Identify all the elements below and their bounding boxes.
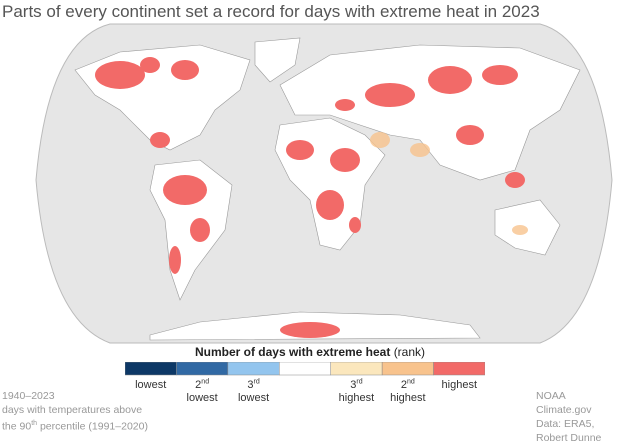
legend-word: lowest bbox=[186, 392, 218, 404]
rank-number: 2 bbox=[195, 379, 202, 391]
rank-suffix: nd bbox=[201, 378, 210, 386]
footnote-line: the 90th percentile (1991–2020) bbox=[2, 417, 148, 434]
footnote-text: the 90 bbox=[2, 420, 32, 433]
credit-line: Robert Dunne bbox=[536, 432, 602, 444]
legend-label: 3rd lowest bbox=[224, 378, 284, 405]
legend-word: highest bbox=[390, 392, 426, 404]
legend-swatch bbox=[433, 362, 485, 376]
footnote-line: days with temperatures above bbox=[2, 404, 143, 416]
second-areas bbox=[370, 132, 528, 235]
legend-rank: 3rd bbox=[224, 378, 284, 392]
legend-bar bbox=[125, 362, 485, 376]
footnote-line: 1940–2023 bbox=[2, 390, 55, 402]
legend-word: highest bbox=[338, 392, 375, 404]
rank-number: 3 bbox=[247, 379, 254, 391]
legend-title-note: (rank) bbox=[393, 345, 426, 359]
legend-label: 3rd highest bbox=[326, 378, 386, 405]
footnote-sup: th bbox=[31, 420, 38, 427]
credit-line: Data: ERA5, bbox=[536, 418, 595, 430]
legend-word: lowest bbox=[135, 379, 167, 391]
legend-title: Number of days with extreme heat (rank) bbox=[0, 345, 620, 359]
rank-number: 2 bbox=[400, 379, 407, 391]
legend-swatch bbox=[381, 362, 434, 376]
rank-suffix: rd bbox=[356, 378, 363, 386]
legend-swatch bbox=[279, 362, 331, 376]
legend-label: highest bbox=[429, 379, 489, 392]
legend-label: 2nd lowest bbox=[172, 378, 232, 405]
footnote-left: 1940–2023 days with temperatures above the… bbox=[2, 389, 148, 434]
footnote-right: NOAA Climate.gov Data: ERA5, Robert Dunne bbox=[536, 389, 620, 445]
legend-rank: 3rd bbox=[326, 378, 386, 392]
legend-rank: 2nd bbox=[172, 378, 232, 392]
legend-label: lowest bbox=[121, 379, 181, 392]
rank-suffix: nd bbox=[407, 378, 415, 386]
world-map bbox=[35, 23, 613, 344]
legend-word: highest bbox=[441, 379, 478, 391]
legend-label: 2nd highest bbox=[378, 378, 438, 405]
legend-swatch bbox=[227, 362, 280, 376]
legend-swatch bbox=[176, 362, 229, 376]
legend-swatch bbox=[330, 362, 383, 376]
record-areas bbox=[95, 57, 525, 338]
legend-rank: 2nd bbox=[378, 378, 438, 392]
legend-swatch bbox=[125, 362, 177, 376]
footnote-text: percentile (1991–2020) bbox=[37, 420, 148, 433]
rank-suffix: rd bbox=[253, 378, 260, 386]
legend-title-text: Number of days with extreme heat bbox=[194, 345, 391, 359]
credit-line: NOAA Climate.gov bbox=[536, 390, 592, 416]
title: Parts of every continent set a record fo… bbox=[2, 2, 540, 21]
legend-word: lowest bbox=[237, 392, 270, 404]
rank-number: 3 bbox=[350, 379, 357, 391]
